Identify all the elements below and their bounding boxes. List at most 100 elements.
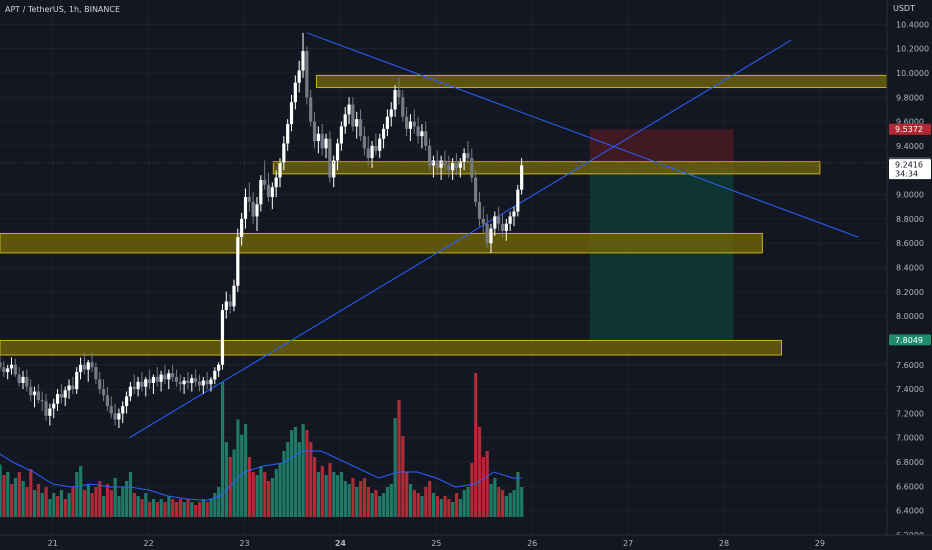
x-tick-label: 27 <box>623 539 633 548</box>
candle <box>404 107 409 137</box>
candle <box>40 391 44 411</box>
candle-body <box>489 228 493 244</box>
x-tick-label: 28 <box>719 539 729 548</box>
candle <box>224 291 228 319</box>
candle-body <box>124 396 129 407</box>
candle <box>420 124 424 149</box>
candle-body <box>213 370 217 380</box>
candle-body <box>401 97 405 117</box>
candle-body <box>454 162 459 168</box>
candle <box>278 158 282 188</box>
candle <box>147 369 152 390</box>
volume-bar <box>512 490 516 517</box>
zones[interactable] <box>0 74 888 356</box>
candle <box>167 369 171 390</box>
price-axis-background[interactable] <box>887 0 932 535</box>
volume-bar <box>140 499 144 517</box>
volume-bar <box>33 490 37 517</box>
volume-bar <box>6 472 10 517</box>
candle-body <box>59 393 63 398</box>
volume-bar <box>67 493 71 517</box>
volume-bar <box>224 442 229 517</box>
candle <box>358 109 363 142</box>
candle <box>286 119 290 151</box>
volume-bar <box>102 496 106 517</box>
trendlines[interactable] <box>129 32 859 439</box>
candle-body <box>2 367 6 373</box>
candle-body <box>270 187 274 197</box>
x-tick-label: 22 <box>144 539 154 548</box>
candle-body <box>259 179 263 205</box>
candle <box>389 102 393 127</box>
volume-bar <box>500 490 505 517</box>
candle <box>194 369 198 387</box>
candle <box>52 398 56 419</box>
candle <box>309 89 313 127</box>
candle <box>305 46 309 105</box>
candle-body <box>420 131 424 137</box>
candle-body <box>163 374 167 380</box>
candle-body <box>52 403 56 409</box>
candle-body <box>339 126 343 144</box>
candle <box>335 138 340 171</box>
volume-bar <box>305 430 309 517</box>
candle <box>462 148 466 171</box>
x-tick-label: 25 <box>431 539 441 548</box>
volume-bar <box>52 493 56 517</box>
candle-body <box>328 138 332 178</box>
candle <box>113 403 117 426</box>
volume-bar <box>366 487 370 517</box>
candle-body <box>297 70 301 83</box>
candle-body <box>312 121 317 142</box>
candle <box>174 369 179 387</box>
candle <box>36 384 40 404</box>
candle <box>228 294 232 314</box>
candle <box>481 206 485 234</box>
volume-bar <box>320 466 324 517</box>
y-tick-label: 7.2000 <box>896 409 924 418</box>
candle <box>477 192 482 227</box>
volume-bar <box>328 463 332 517</box>
candle <box>293 75 297 110</box>
volume-bar <box>274 469 278 517</box>
candle <box>86 359 90 382</box>
volume-bar <box>163 502 167 517</box>
candle-body <box>512 211 516 217</box>
time-axis[interactable]: 21 22 23 24 25 26 27 28 29 <box>48 539 825 548</box>
candle <box>251 192 255 224</box>
candle <box>220 303 225 370</box>
volume-bar <box>0 464 2 517</box>
volume-bar <box>282 451 286 517</box>
candle <box>454 153 459 176</box>
candle <box>320 124 324 156</box>
candle <box>500 214 505 239</box>
candle-body <box>220 310 225 365</box>
volume-bar <box>44 487 48 517</box>
candle-body <box>335 143 340 161</box>
candle <box>232 279 236 312</box>
candle-body <box>217 364 221 371</box>
candle <box>458 158 462 178</box>
time-axis-background[interactable] <box>0 535 932 550</box>
candle <box>236 228 240 292</box>
volume-ma-line <box>0 450 522 502</box>
candle-body <box>201 380 205 386</box>
candle-body <box>263 179 267 185</box>
candle <box>366 136 370 166</box>
volume-bar <box>167 496 171 517</box>
candle-body <box>362 136 366 149</box>
volume-bar <box>17 472 21 517</box>
volume-bar <box>2 475 6 517</box>
candle <box>447 155 451 178</box>
y-tick-label: 8.6000 <box>896 239 924 248</box>
candle-body <box>243 196 248 219</box>
volume-bar <box>174 502 179 517</box>
volume-bar <box>408 484 413 517</box>
price-badge-box <box>889 123 931 135</box>
candle <box>401 89 405 122</box>
candle-body <box>389 109 393 117</box>
candle <box>82 352 86 375</box>
volume-bar <box>313 457 317 517</box>
candle-body <box>366 148 370 159</box>
